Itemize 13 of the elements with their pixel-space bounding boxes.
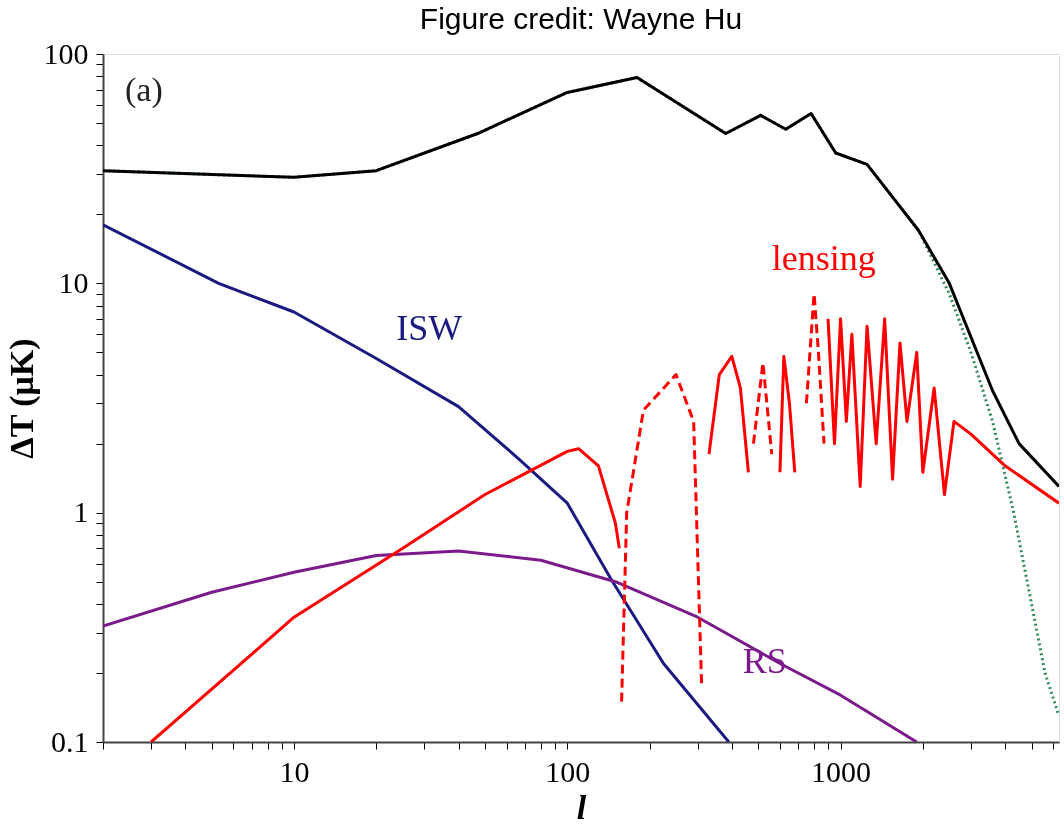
series-label: lensing: [771, 238, 876, 279]
annotation: (a): [125, 71, 163, 109]
y-tick-label: 0.1: [51, 724, 89, 758]
x-tick-label: 1000: [811, 754, 872, 788]
y-tick-label: 10: [58, 265, 89, 299]
y-axis-title: ΔT (μK): [2, 338, 41, 459]
y-tick-label: 1: [73, 495, 89, 529]
series-label: ISW: [396, 307, 463, 348]
chart-title: Figure credit: Wayne Hu: [419, 2, 743, 35]
x-axis-title: l: [576, 788, 587, 826]
x-tick-label: 100: [545, 754, 591, 788]
x-tick-label: 10: [279, 754, 310, 788]
y-tick-label: 100: [43, 36, 89, 70]
